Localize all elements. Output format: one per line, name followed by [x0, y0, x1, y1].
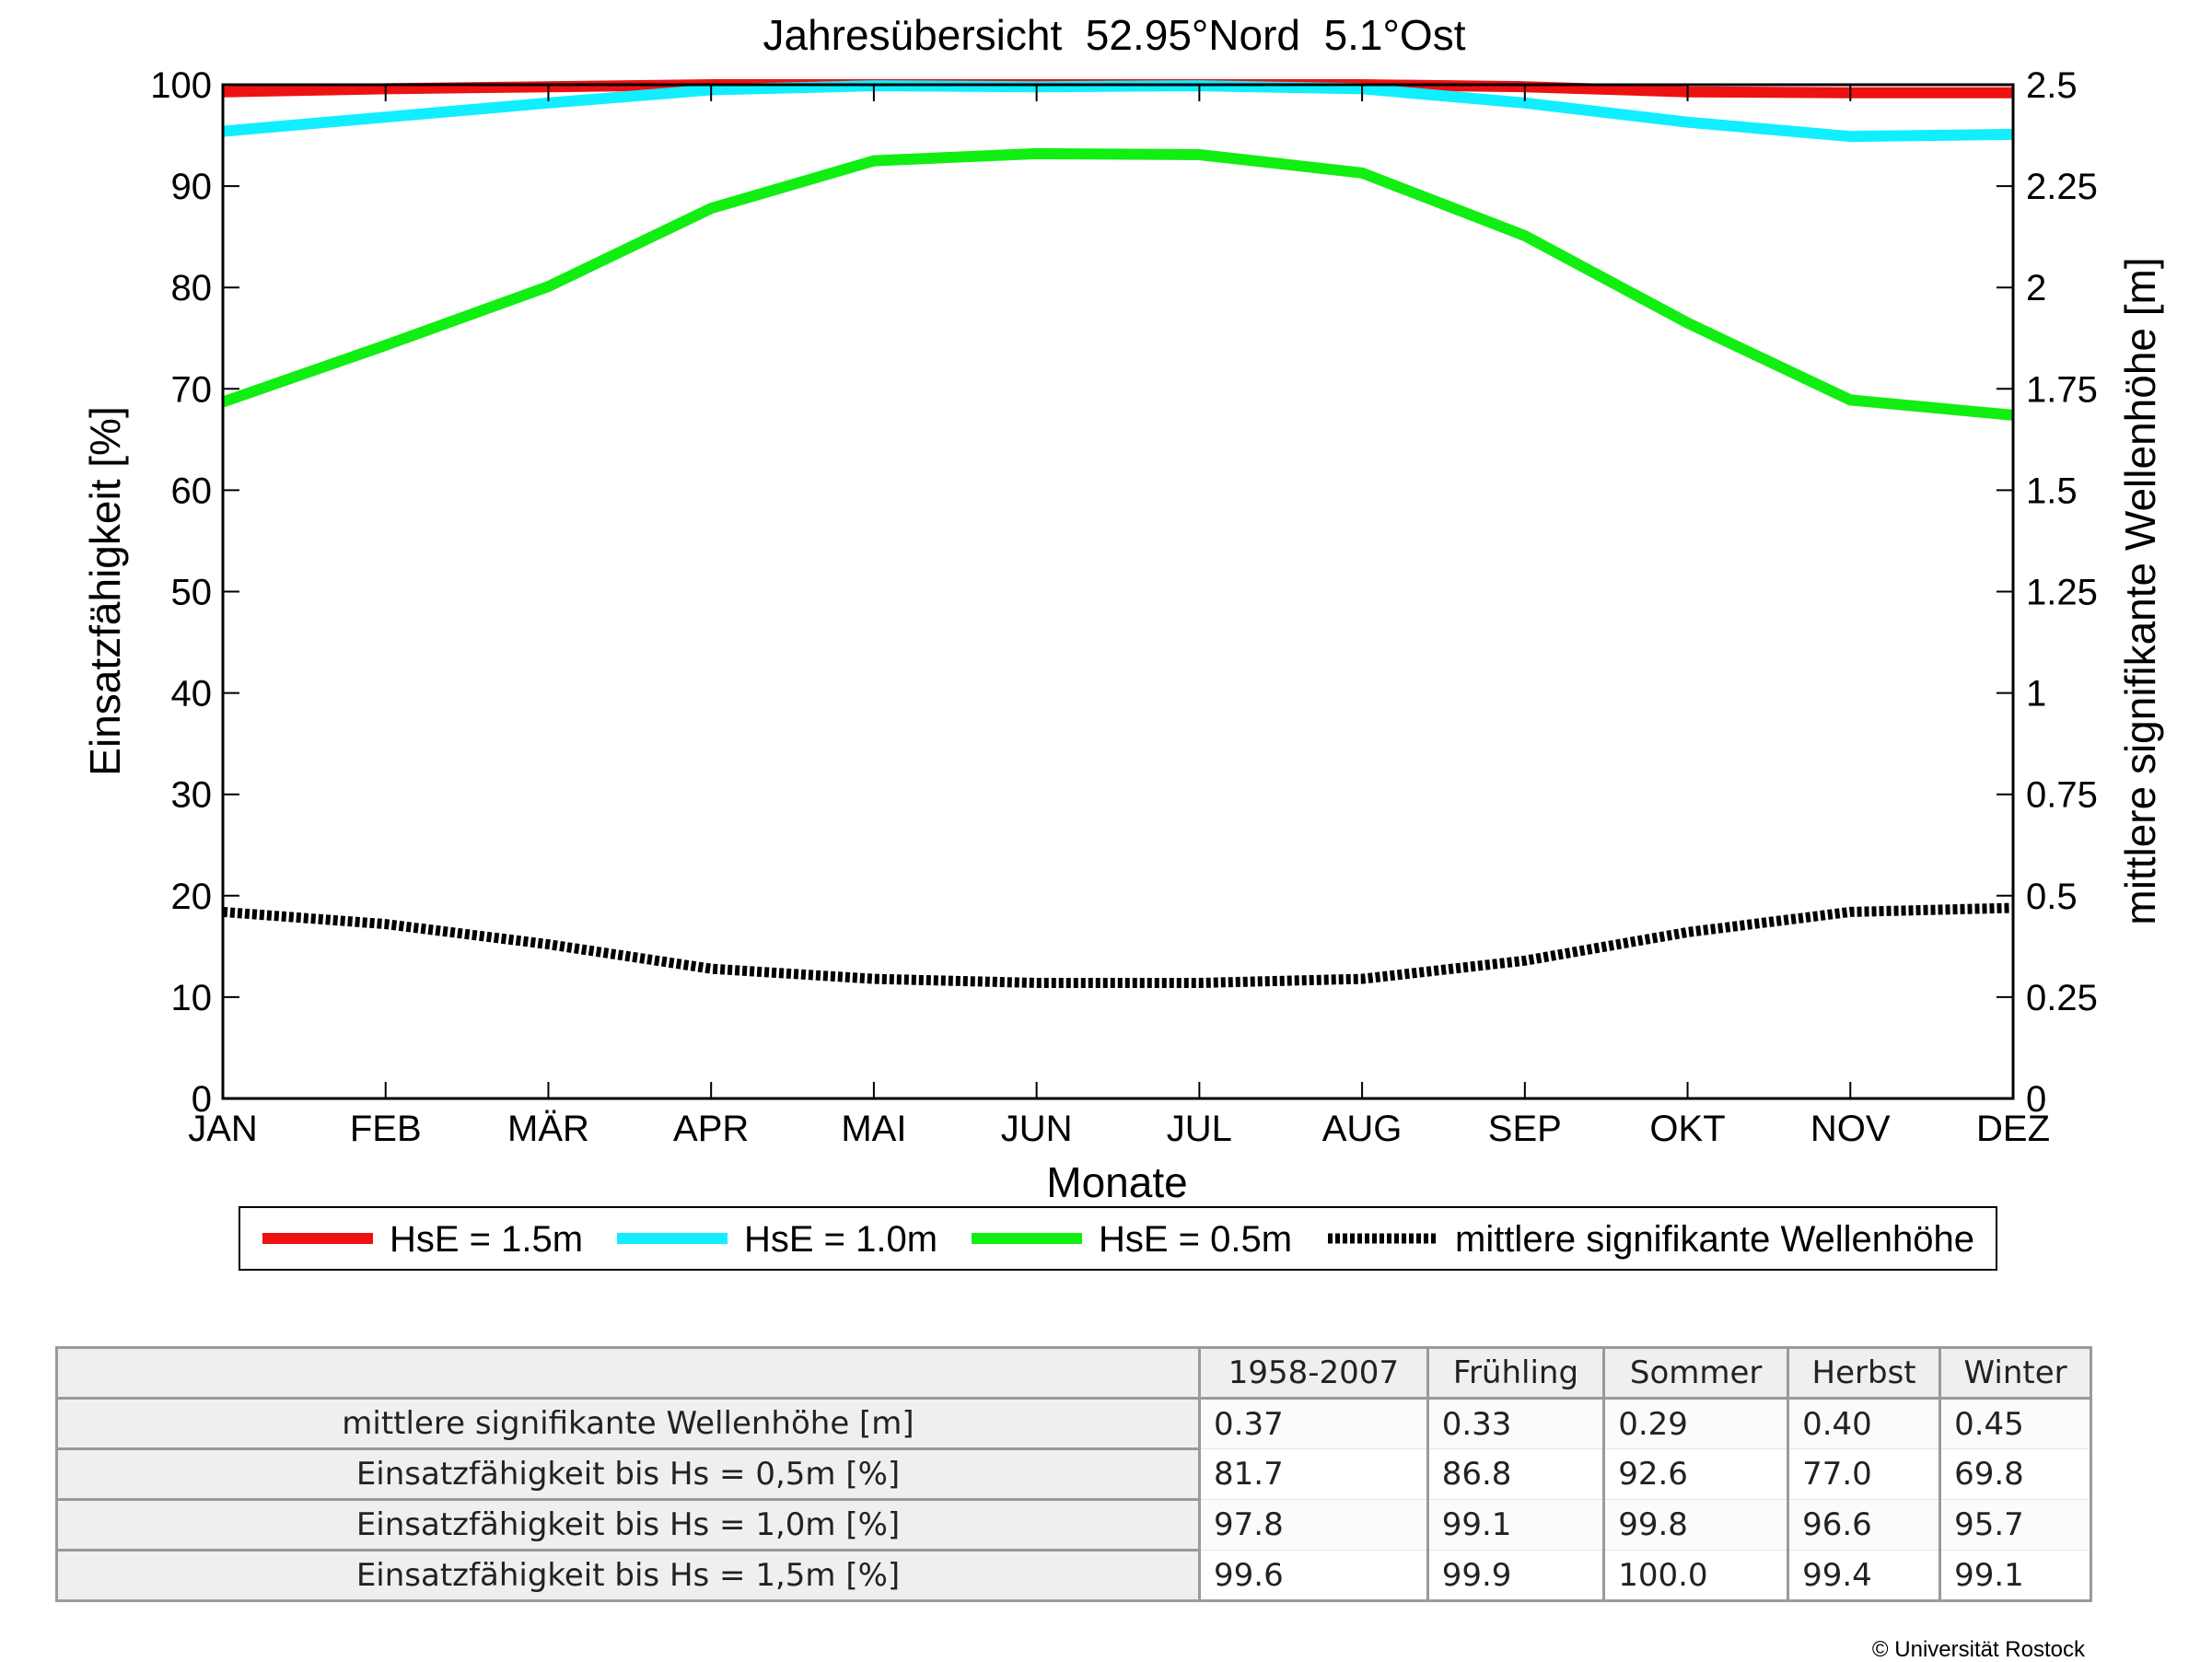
y-tick-label-right: 2.5 [2026, 65, 2078, 106]
table-cell: 0.29 [1602, 1398, 1789, 1449]
x-tick-label: JAN [188, 1109, 258, 1149]
legend-box [239, 1206, 1997, 1271]
y-tick-label-right: 0.75 [2026, 775, 2098, 816]
y-tick-label-left: 90 [171, 167, 213, 207]
y-tick-label-left: 0 [192, 1079, 212, 1120]
table-cell: 99.6 [1198, 1550, 1428, 1601]
y-tick-label-left: 20 [171, 877, 213, 917]
legend: HsE = 1.5m HsE = 1.0m HsE = 0.5m mittlere s… [239, 1206, 1997, 1271]
table-cell: 77.0 [1787, 1448, 1941, 1500]
y-tick-label-left: 80 [171, 268, 213, 308]
x-tick-label: MÄR [507, 1109, 589, 1149]
y-tick-label-left: 50 [171, 573, 213, 613]
table-cell: 99.1 [1426, 1499, 1605, 1551]
table-row: mittlere signifikante Wellenhöhe [m] 0.3… [55, 1397, 2091, 1450]
table-row: Einsatzfähigkeit bis Hs = 0,5m [%] 81.7 … [55, 1447, 2091, 1501]
table-cell: 97.8 [1198, 1499, 1428, 1551]
table-cell: 95.7 [1938, 1499, 2091, 1551]
table-row-label: mittlere signifikante Wellenhöhe [m] [55, 1397, 1201, 1450]
table-row-label: Einsatzfähigkeit bis Hs = 1,0m [%] [55, 1498, 1201, 1552]
legend-label-0: HsE = 1.5m [390, 1219, 583, 1260]
y-tick-label-right: 1.75 [2026, 369, 2098, 410]
table-cell: 92.6 [1602, 1448, 1789, 1500]
y-axis-left-label: Einsatzfähigkeit [%] [81, 406, 129, 775]
x-tick-label: AUG [1322, 1109, 1403, 1149]
stats-table: 1958-2007 Frühling Sommer Herbst Winter … [55, 1346, 2092, 1602]
table-cell: 96.6 [1787, 1499, 1941, 1551]
table-header-cell: Frühling [1426, 1346, 1606, 1400]
table-corner [55, 1346, 1201, 1400]
x-tick-label: JUN [1001, 1109, 1073, 1149]
table-cell: 69.8 [1938, 1448, 2091, 1500]
y-tick-label-right: 1.25 [2026, 573, 2098, 613]
series-layer [221, 79, 2014, 988]
x-tick-label: DEZ [1976, 1109, 2050, 1149]
y-tick-label-right: 1 [2026, 674, 2046, 715]
table-cell: 86.8 [1426, 1448, 1605, 1500]
y-tick-label-right: 1.5 [2026, 471, 2078, 511]
table-row: Einsatzfähigkeit bis Hs = 1,5m [%] 99.6 … [55, 1549, 2091, 1602]
x-axis-label: Monate [1046, 1158, 1187, 1206]
y-tick-label-right: 2 [2026, 268, 2046, 308]
x-tick-label: NOV [1810, 1109, 1891, 1149]
y-tick-label-left: 40 [171, 674, 213, 715]
series-line-1 [222, 80, 2014, 143]
table-row: Einsatzfähigkeit bis Hs = 1,0m [%] 97.8 … [55, 1498, 2091, 1552]
table-cell: 99.9 [1426, 1550, 1605, 1601]
y-tick-label-left: 100 [150, 65, 212, 106]
legend-label-1: HsE = 1.0m [744, 1219, 937, 1260]
y-axis-right-label: mittlere signifikante Wellenhöhe [m] [2116, 257, 2164, 924]
table-header-cell: 1958-2007 [1198, 1346, 1429, 1400]
y-tick-label-left: 70 [171, 369, 213, 410]
chart: Jahresübersicht 52.95°Nord 5.1°Ost JAN FE… [81, 11, 2164, 1271]
table-row-label: Einsatzfähigkeit bis Hs = 0,5m [%] [55, 1447, 1201, 1501]
x-tick-label: JUL [1167, 1109, 1232, 1149]
table-cell: 0.37 [1198, 1398, 1428, 1449]
x-tick-label: SEP [1488, 1109, 1562, 1149]
plot-frame [221, 83, 2015, 1100]
y-tick-label-right: 0.25 [2026, 978, 2098, 1018]
x-tick-label: FEB [350, 1109, 422, 1149]
chart-title: Jahresübersicht 52.95°Nord 5.1°Ost [763, 11, 1466, 59]
y-tick-label-left: 30 [171, 775, 213, 816]
table-cell: 0.33 [1426, 1398, 1605, 1449]
table-cell: 0.45 [1938, 1398, 2091, 1449]
table-header-cell: Herbst [1787, 1346, 1942, 1400]
table-cell: 0.40 [1787, 1398, 1941, 1449]
table-header-cell: Winter [1938, 1346, 2092, 1400]
y-tick-label-left: 60 [171, 471, 213, 511]
series-line-2 [221, 147, 2014, 421]
table-cell: 99.1 [1938, 1550, 2091, 1601]
table-header-cell: Sommer [1602, 1346, 1790, 1400]
table-header-row: 1958-2007 Frühling Sommer Herbst Winter [55, 1346, 2092, 1400]
copyright-notice: © Universität Rostock [1871, 1637, 2085, 1662]
x-tick-label: OKT [1649, 1109, 1725, 1149]
x-tick-label: MAI [841, 1109, 906, 1149]
x-tick-label: APR [673, 1109, 749, 1149]
y-tick-label-left: 10 [171, 978, 213, 1018]
table-cell: 99.4 [1787, 1550, 1941, 1601]
table-cell: 81.7 [1198, 1448, 1428, 1500]
y-tick-label-right: 0.5 [2026, 877, 2078, 917]
table-cell: 99.8 [1602, 1499, 1789, 1551]
table-cell: 100.0 [1602, 1550, 1789, 1601]
table-row-label: Einsatzfähigkeit bis Hs = 1,5m [%] [55, 1549, 1201, 1602]
y-tick-label-right: 2.25 [2026, 167, 2098, 207]
legend-label-2: HsE = 0.5m [1099, 1219, 1292, 1260]
series-line-3 [222, 902, 2014, 988]
y-tick-label-right: 0 [2026, 1079, 2046, 1120]
legend-label-3: mittlere signifikante Wellenhöhe [1455, 1219, 1974, 1260]
